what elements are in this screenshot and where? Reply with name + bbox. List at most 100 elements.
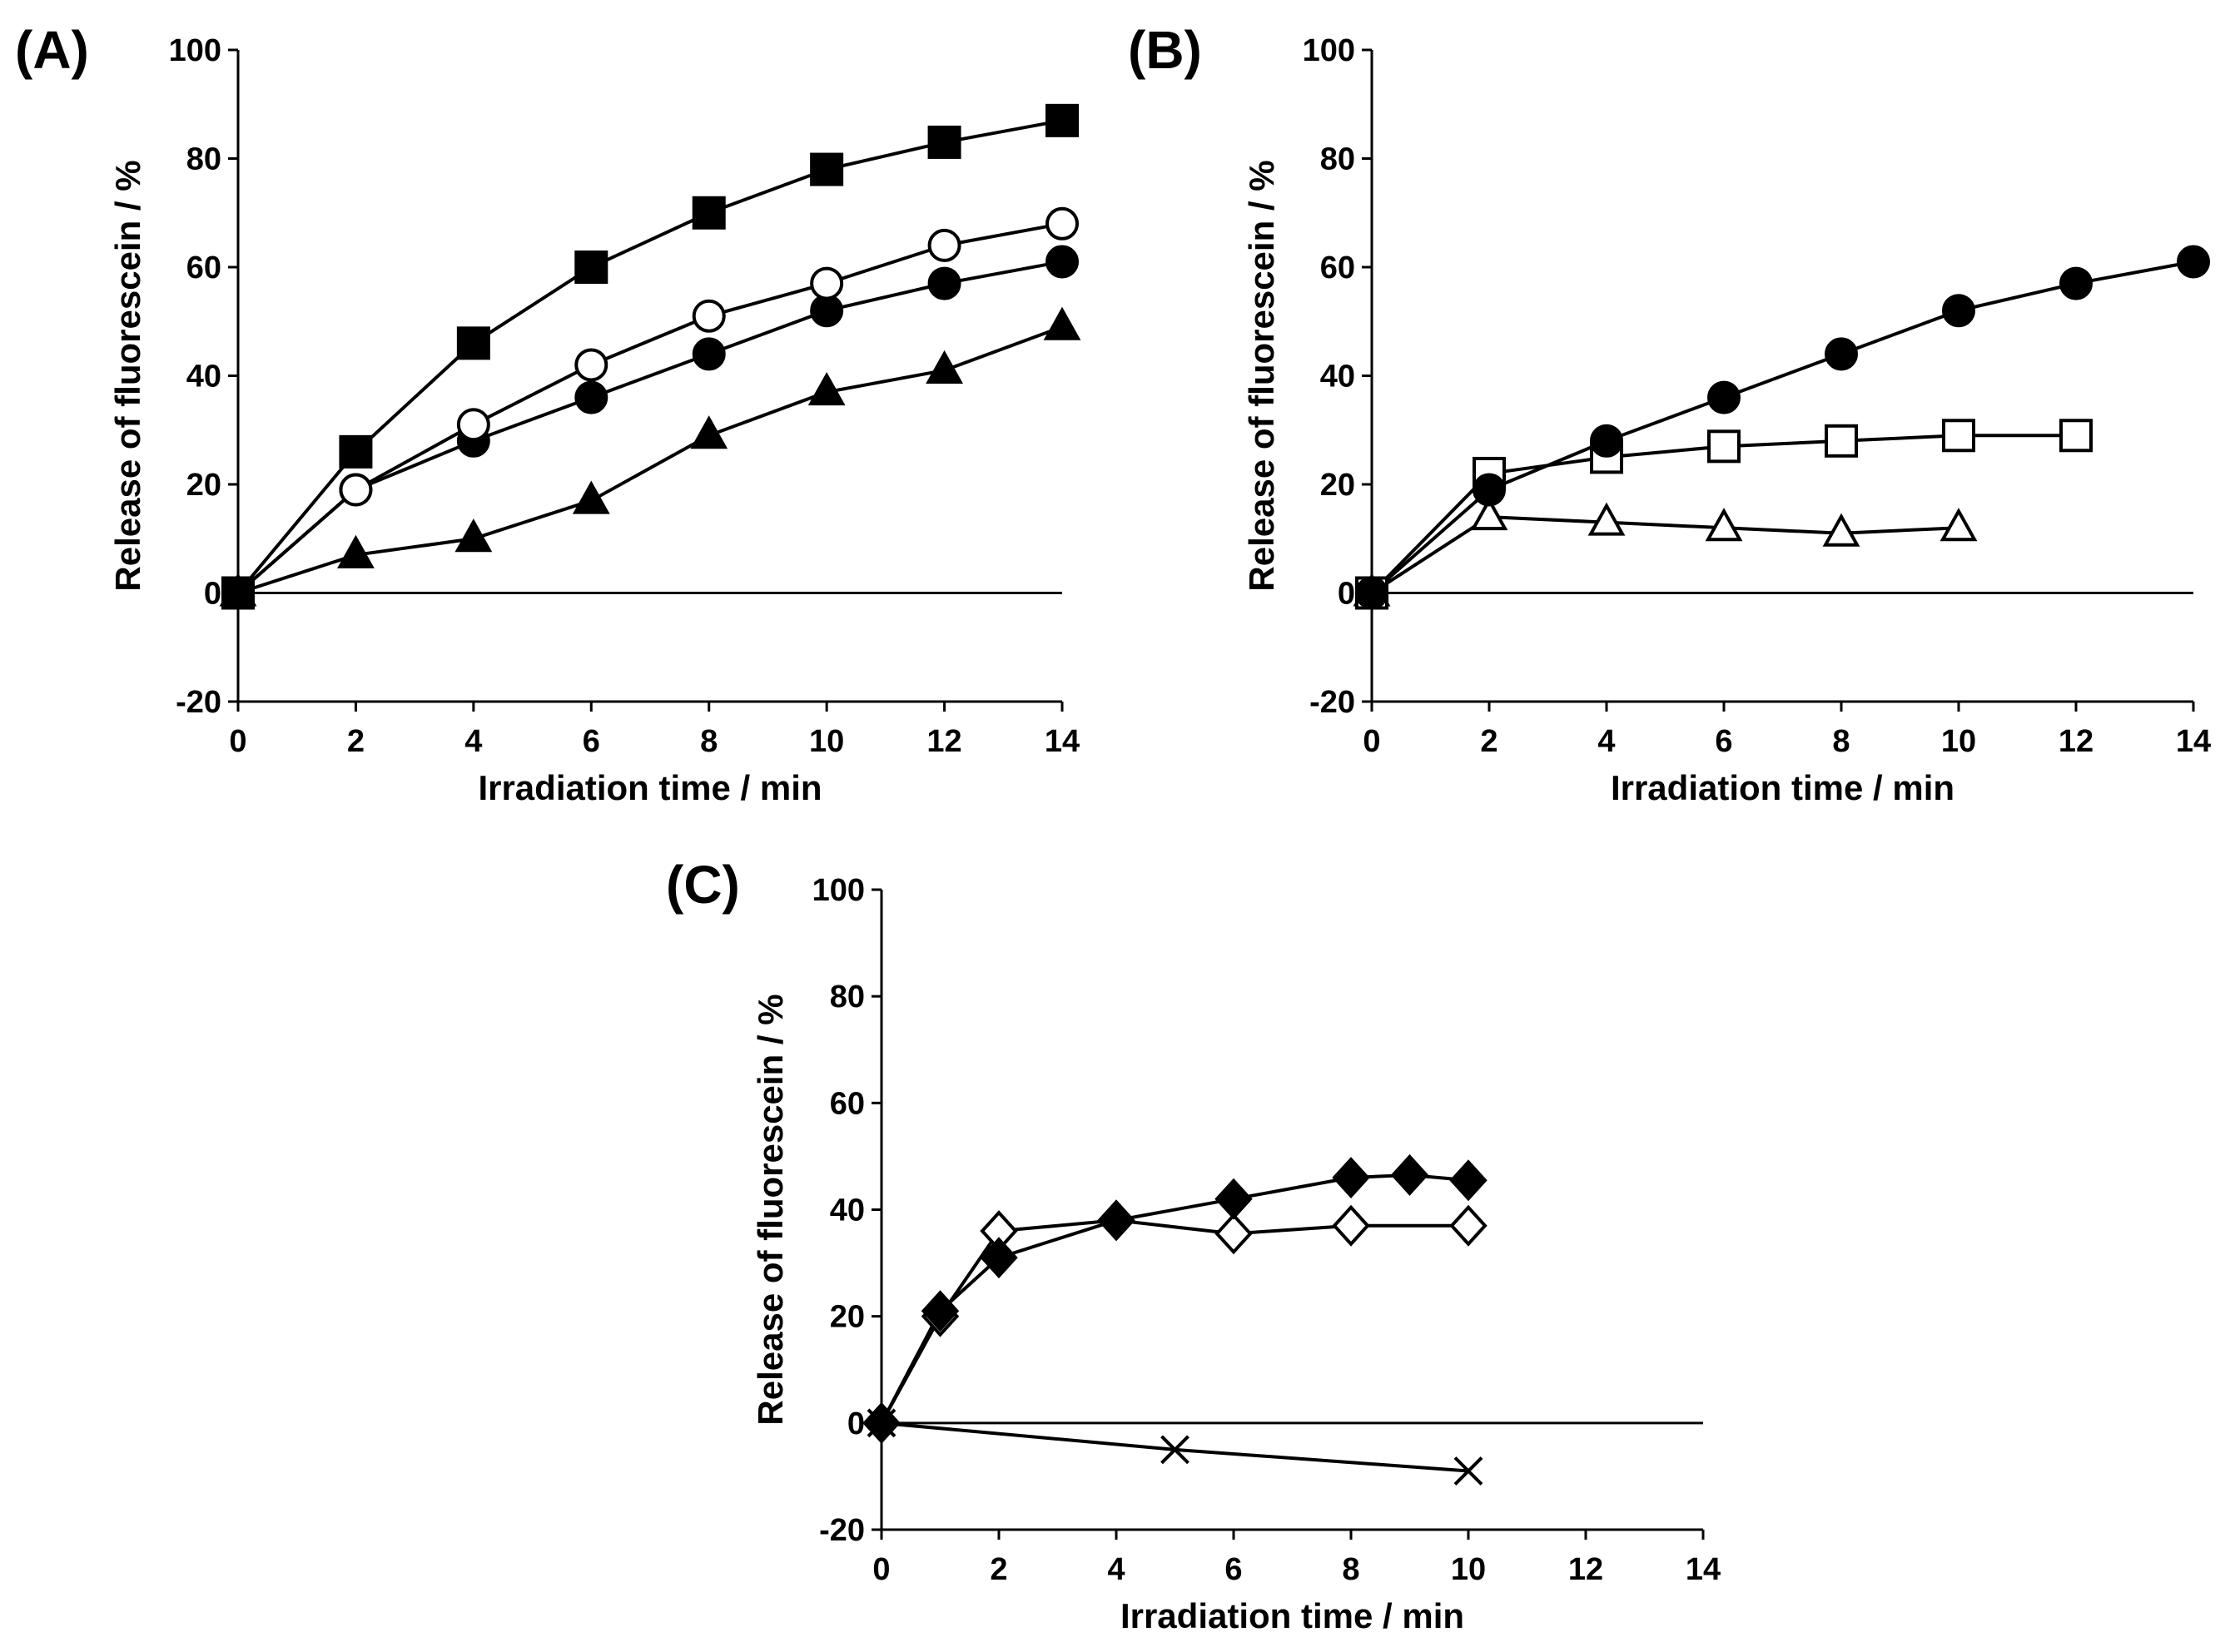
data-point bbox=[1160, 1435, 1190, 1465]
data-point bbox=[337, 534, 375, 568]
data-point bbox=[456, 326, 490, 360]
x-tick-label: 6 bbox=[1715, 724, 1732, 759]
data-point bbox=[1822, 513, 1860, 547]
x-tick-label: 10 bbox=[1941, 724, 1976, 759]
data-point bbox=[456, 408, 490, 442]
series-line bbox=[236, 260, 1063, 595]
y-tick-label: 100 bbox=[169, 33, 221, 68]
y-tick-label: 60 bbox=[186, 251, 221, 285]
x-tick-label: 12 bbox=[926, 724, 961, 759]
x-tick-label: 8 bbox=[1832, 724, 1850, 759]
data-point bbox=[1449, 1159, 1488, 1202]
x-axis-title: Irradiation time / min bbox=[1120, 1596, 1464, 1635]
data-point bbox=[927, 228, 961, 262]
y-tick-label: 40 bbox=[830, 1193, 865, 1228]
x-tick-label: 10 bbox=[809, 724, 844, 759]
data-point bbox=[1939, 508, 1978, 542]
panel-b-label: (B) bbox=[1128, 20, 1202, 80]
y-tick-label: 60 bbox=[1320, 251, 1355, 285]
series-line bbox=[236, 221, 1063, 595]
data-point bbox=[807, 371, 846, 406]
y-axis-title: Release of fluorescein / % bbox=[1242, 160, 1281, 591]
x-tick-label: 0 bbox=[229, 724, 246, 759]
data-point bbox=[810, 294, 844, 328]
data-point bbox=[921, 1290, 960, 1332]
x-tick-label: 2 bbox=[1480, 724, 1497, 759]
data-point bbox=[692, 196, 726, 230]
series-line bbox=[1370, 515, 1959, 595]
x-tick-label: 4 bbox=[464, 724, 482, 759]
data-point bbox=[1214, 1213, 1253, 1255]
panel-c-label: (C) bbox=[666, 855, 740, 915]
data-point bbox=[454, 518, 493, 553]
data-point bbox=[221, 576, 255, 610]
y-tick-label: 0 bbox=[204, 577, 221, 612]
y-tick-label: 0 bbox=[847, 1406, 865, 1441]
x-tick-label: 14 bbox=[2176, 724, 2211, 759]
x-tick-label: 6 bbox=[1224, 1552, 1242, 1587]
y-tick-label: -20 bbox=[1309, 685, 1355, 720]
data-point bbox=[1453, 1456, 1483, 1486]
data-point bbox=[339, 434, 373, 469]
data-point bbox=[1942, 294, 1975, 328]
data-point bbox=[692, 299, 726, 333]
y-tick-label: 60 bbox=[830, 1086, 865, 1121]
data-point bbox=[1097, 1199, 1135, 1242]
panel-a-label: (A) bbox=[15, 20, 89, 80]
data-point bbox=[1470, 497, 1508, 531]
y-tick-label: 100 bbox=[812, 873, 865, 908]
data-point bbox=[1449, 1204, 1488, 1247]
y-tick-label: 40 bbox=[1320, 360, 1355, 394]
x-tick-label: 0 bbox=[872, 1552, 890, 1587]
data-point bbox=[1473, 473, 1506, 507]
x-tick-label: 8 bbox=[1342, 1552, 1359, 1587]
data-point bbox=[1045, 103, 1079, 137]
series-line bbox=[1370, 260, 2194, 595]
data-point bbox=[1587, 502, 1626, 536]
x-tick-label: 8 bbox=[700, 724, 718, 759]
y-tick-label: 80 bbox=[186, 142, 221, 177]
data-point bbox=[2059, 419, 2093, 453]
x-tick-label: 12 bbox=[2059, 724, 2093, 759]
data-point bbox=[810, 266, 844, 300]
series-line bbox=[236, 118, 1063, 594]
data-point bbox=[1045, 245, 1079, 279]
data-point bbox=[810, 152, 844, 186]
x-tick-label: 0 bbox=[1363, 724, 1380, 759]
y-tick-label: 20 bbox=[186, 468, 221, 503]
x-tick-label: 2 bbox=[347, 724, 365, 759]
data-point bbox=[1825, 424, 1858, 458]
y-tick-label: 80 bbox=[1320, 142, 1355, 177]
data-point bbox=[339, 473, 373, 507]
series-line bbox=[880, 1218, 1468, 1424]
x-tick-label: 14 bbox=[1045, 724, 1080, 759]
y-tick-label: 20 bbox=[830, 1300, 865, 1335]
x-tick-label: 6 bbox=[583, 724, 600, 759]
x-tick-label: 4 bbox=[1597, 724, 1615, 759]
data-point bbox=[926, 350, 963, 384]
y-tick-label: 40 bbox=[186, 360, 221, 394]
data-point bbox=[1942, 419, 1975, 453]
data-point bbox=[1590, 424, 1623, 458]
y-tick-label: 100 bbox=[1303, 33, 1355, 68]
data-point bbox=[927, 266, 961, 300]
y-tick-label: -20 bbox=[819, 1513, 865, 1548]
x-tick-label: 10 bbox=[1451, 1552, 1486, 1587]
y-axis-title: Release of fluorescein / % bbox=[751, 994, 790, 1425]
data-point bbox=[574, 251, 608, 284]
data-point bbox=[1825, 337, 1858, 371]
y-tick-label: 80 bbox=[830, 980, 865, 1015]
data-point bbox=[980, 1237, 1018, 1279]
series-line bbox=[881, 1421, 1469, 1473]
x-tick-label: 2 bbox=[990, 1552, 1007, 1587]
x-tick-label: 14 bbox=[1686, 1552, 1721, 1587]
x-axis-title: Irradiation time / min bbox=[478, 768, 822, 807]
data-point bbox=[1332, 1157, 1370, 1199]
series-line bbox=[237, 325, 1063, 595]
data-point bbox=[1707, 429, 1741, 464]
data-point bbox=[1355, 576, 1388, 610]
